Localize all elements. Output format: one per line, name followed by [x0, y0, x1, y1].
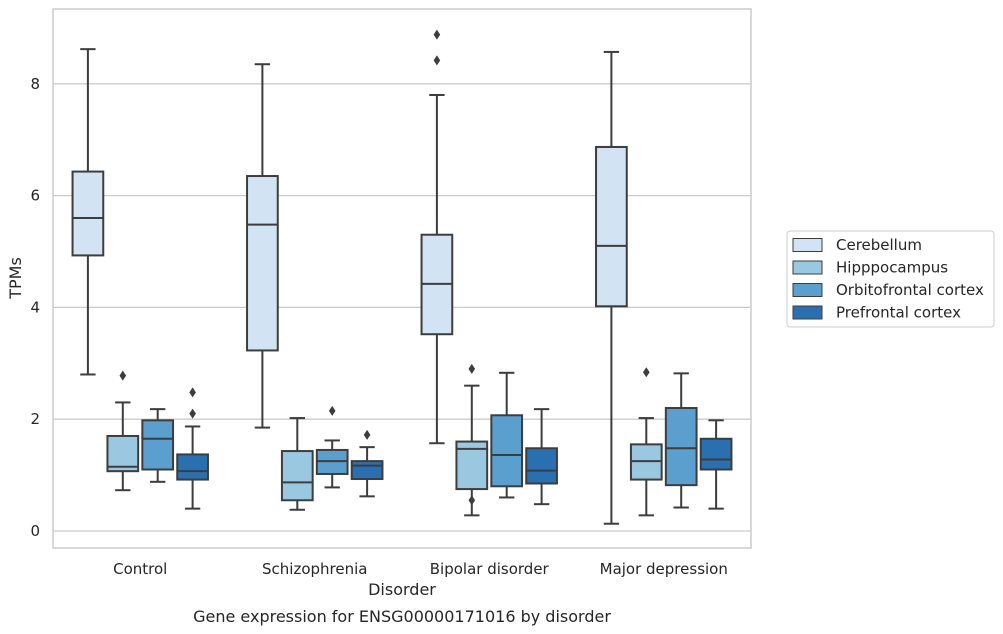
box-hipppocampus-bipolar-disorder	[455, 363, 489, 517]
outlier-hipppocampus-bipolar-disorder-1	[468, 363, 476, 374]
iqr-box-prefrontal-cortex-schizophrenia	[350, 460, 384, 481]
box-cerebellum-control	[71, 48, 105, 376]
outlier-cerebellum-bipolar-disorder-0	[433, 55, 441, 66]
iqr-box-hipppocampus-control	[106, 434, 140, 473]
legend-label-hipppocampus: Hipppocampus	[836, 259, 948, 277]
box-prefrontal-cortex-control	[176, 387, 209, 510]
legend-frame	[786, 230, 995, 328]
legend-label-orbitofrontal-cortex: Orbitofrontal cortex	[836, 281, 984, 299]
x-tick-label-schizophrenia: Schizophrenia	[262, 560, 367, 578]
legend-label-cerebellum: Cerebellum	[836, 236, 922, 254]
x-tick-label-control: Control	[113, 560, 167, 578]
box-cerebellum-bipolar-disorder	[420, 29, 454, 445]
iqr-box-prefrontal-cortex-bipolar-disorder	[525, 447, 558, 485]
y-axis-title: TPMs	[6, 257, 25, 300]
legend-swatch-hipppocampus	[792, 260, 823, 275]
y-tick-label-0: 0	[30, 522, 40, 540]
box-hipppocampus-schizophrenia	[280, 417, 314, 511]
box-cerebellum-major-depression	[595, 50, 628, 525]
legend-swatch-prefrontal-cortex	[792, 305, 823, 320]
y-tick-label-4: 4	[30, 298, 40, 316]
legend-swatch-orbitofrontal-cortex	[792, 283, 823, 297]
x-axis-title: Disorder	[368, 580, 436, 599]
box-prefrontal-cortex-major-depression	[699, 419, 733, 510]
iqr-box-prefrontal-cortex-major-depression	[699, 437, 733, 471]
legend-item-prefrontal-cortex: Prefrontal cortex	[792, 304, 961, 322]
box-orbitofrontal-cortex-bipolar-disorder	[490, 371, 524, 499]
outlier-orbitofrontal-cortex-schizophrenia-0	[328, 405, 336, 416]
y-tick-label-6: 6	[30, 187, 40, 205]
iqr-box-cerebellum-schizophrenia	[246, 175, 279, 352]
y-tick-label-8: 8	[30, 75, 40, 93]
outlier-hipppocampus-control-0	[119, 370, 127, 381]
box-hipppocampus-major-depression	[629, 367, 663, 517]
box-prefrontal-cortex-bipolar-disorder	[525, 408, 558, 506]
box-cerebellum-schizophrenia	[246, 63, 279, 429]
y-tick-label-2: 2	[30, 410, 40, 428]
iqr-box-orbitofrontal-cortex-major-depression	[664, 407, 698, 487]
x-tick-label-major-depression: Major depression	[600, 560, 728, 578]
legend-item-orbitofrontal-cortex: Orbitofrontal cortex	[792, 281, 984, 299]
legend-item-hipppocampus: Hipppocampus	[792, 259, 948, 277]
outlier-hipppocampus-major-depression-0	[643, 367, 650, 378]
box-orbitofrontal-cortex-schizophrenia	[315, 405, 349, 489]
outlier-prefrontal-cortex-schizophrenia-0	[363, 429, 371, 440]
legend-item-cerebellum: Cerebellum	[792, 236, 922, 254]
x-tick-label-bipolar-disorder: Bipolar disorder	[430, 560, 550, 578]
box-hipppocampus-control	[106, 370, 140, 492]
grid-lines	[53, 83, 751, 532]
outlier-prefrontal-cortex-control-0	[189, 408, 196, 419]
iqr-box-orbitofrontal-cortex-control	[141, 419, 175, 471]
figure-caption: Gene expression for ENSG00000171016 by d…	[193, 607, 611, 626]
iqr-box-cerebellum-control	[71, 170, 105, 257]
y-tick-labels: 0 2 4 6 8	[30, 75, 40, 540]
outlier-cerebellum-bipolar-disorder-1	[433, 29, 441, 40]
iqr-box-prefrontal-cortex-control	[176, 453, 209, 481]
legend-swatch-cerebellum	[792, 238, 823, 252]
box-orbitofrontal-cortex-major-depression	[664, 372, 698, 509]
box-prefrontal-cortex-schizophrenia	[350, 429, 384, 498]
iqr-box-cerebellum-major-depression	[595, 145, 628, 308]
box-orbitofrontal-cortex-control	[141, 408, 175, 483]
iqr-box-hipppocampus-schizophrenia	[280, 450, 314, 502]
plot-frame	[52, 8, 752, 549]
outlier-hipppocampus-bipolar-disorder-0	[468, 495, 476, 506]
iqr-box-orbitofrontal-cortex-bipolar-disorder	[490, 414, 524, 488]
legend: Cerebellum Hipppocampus Orbitofrontal cort…	[786, 230, 995, 328]
outlier-prefrontal-cortex-control-1	[189, 387, 196, 398]
x-tick-labels: Control Schizophrenia Bipolar disorder Majo…	[113, 560, 728, 578]
box-plot-marks	[71, 29, 733, 525]
legend-label-prefrontal-cortex: Prefrontal cortex	[836, 304, 961, 322]
